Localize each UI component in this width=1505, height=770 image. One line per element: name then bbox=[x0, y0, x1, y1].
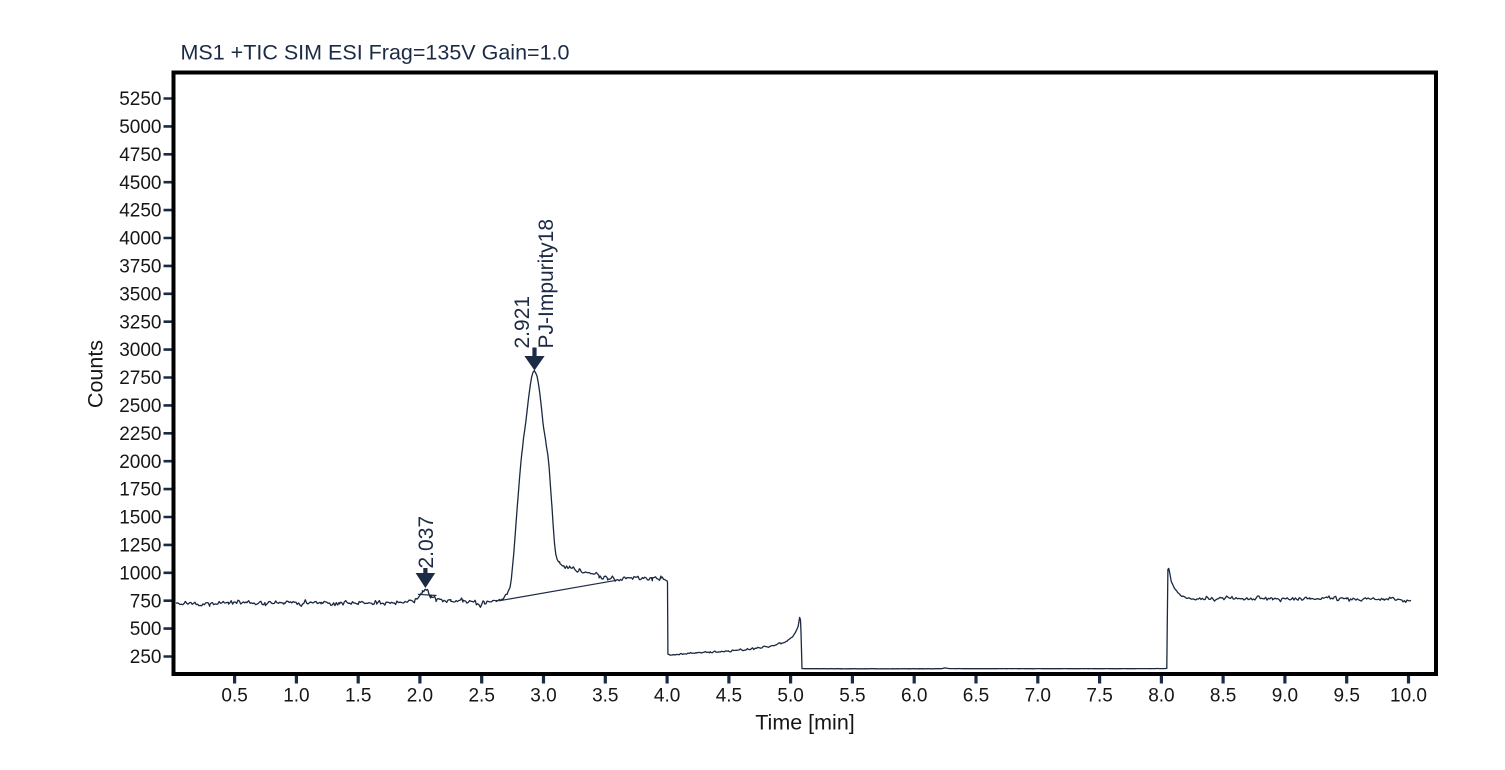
svg-text:Counts: Counts bbox=[84, 340, 108, 408]
svg-text:4250: 4250 bbox=[119, 201, 161, 222]
svg-text:2.037: 2.037 bbox=[415, 516, 438, 569]
svg-text:2000: 2000 bbox=[119, 452, 161, 473]
svg-text:0.5: 0.5 bbox=[221, 686, 247, 707]
svg-text:9.5: 9.5 bbox=[1333, 686, 1359, 707]
svg-text:7.0: 7.0 bbox=[1025, 686, 1051, 707]
svg-text:2750: 2750 bbox=[119, 368, 161, 389]
svg-text:5.5: 5.5 bbox=[839, 686, 865, 707]
svg-text:3.0: 3.0 bbox=[530, 686, 556, 707]
svg-text:4500: 4500 bbox=[119, 173, 161, 194]
svg-text:750: 750 bbox=[130, 591, 162, 612]
svg-text:Time [min]: Time [min] bbox=[755, 711, 855, 735]
svg-text:4.5: 4.5 bbox=[716, 686, 742, 707]
svg-text:2.0: 2.0 bbox=[407, 686, 433, 707]
svg-text:4.0: 4.0 bbox=[654, 686, 680, 707]
svg-text:MS1 +TIC SIM ESI Frag=135V Gai: MS1 +TIC SIM ESI Frag=135V Gain=1.0 bbox=[181, 41, 570, 65]
svg-text:8.5: 8.5 bbox=[1210, 686, 1236, 707]
svg-text:4000: 4000 bbox=[119, 229, 161, 250]
svg-text:6.5: 6.5 bbox=[963, 686, 989, 707]
svg-text:1750: 1750 bbox=[119, 480, 161, 501]
svg-text:3500: 3500 bbox=[119, 284, 161, 305]
svg-text:2.921: 2.921 bbox=[511, 296, 534, 349]
svg-text:PJ-Impurity18: PJ-Impurity18 bbox=[535, 219, 558, 349]
svg-text:1000: 1000 bbox=[119, 563, 161, 584]
svg-text:1.0: 1.0 bbox=[283, 686, 309, 707]
svg-text:3750: 3750 bbox=[119, 257, 161, 278]
svg-text:2.5: 2.5 bbox=[468, 686, 494, 707]
svg-text:8.0: 8.0 bbox=[1148, 686, 1174, 707]
svg-text:3250: 3250 bbox=[119, 312, 161, 333]
svg-text:1.5: 1.5 bbox=[345, 686, 371, 707]
svg-text:1250: 1250 bbox=[119, 536, 161, 557]
svg-text:6.0: 6.0 bbox=[901, 686, 927, 707]
svg-text:3.5: 3.5 bbox=[592, 686, 618, 707]
svg-text:9.0: 9.0 bbox=[1272, 686, 1298, 707]
svg-text:4750: 4750 bbox=[119, 145, 161, 166]
svg-text:2500: 2500 bbox=[119, 396, 161, 417]
svg-text:500: 500 bbox=[130, 619, 162, 640]
svg-text:2250: 2250 bbox=[119, 424, 161, 445]
svg-text:5.0: 5.0 bbox=[777, 686, 803, 707]
svg-text:250: 250 bbox=[130, 647, 162, 668]
svg-text:1500: 1500 bbox=[119, 508, 161, 529]
svg-text:7.5: 7.5 bbox=[1086, 686, 1112, 707]
svg-text:10.0: 10.0 bbox=[1390, 686, 1427, 707]
svg-text:5250: 5250 bbox=[119, 89, 161, 110]
svg-text:5000: 5000 bbox=[119, 117, 161, 138]
svg-text:3000: 3000 bbox=[119, 340, 161, 361]
